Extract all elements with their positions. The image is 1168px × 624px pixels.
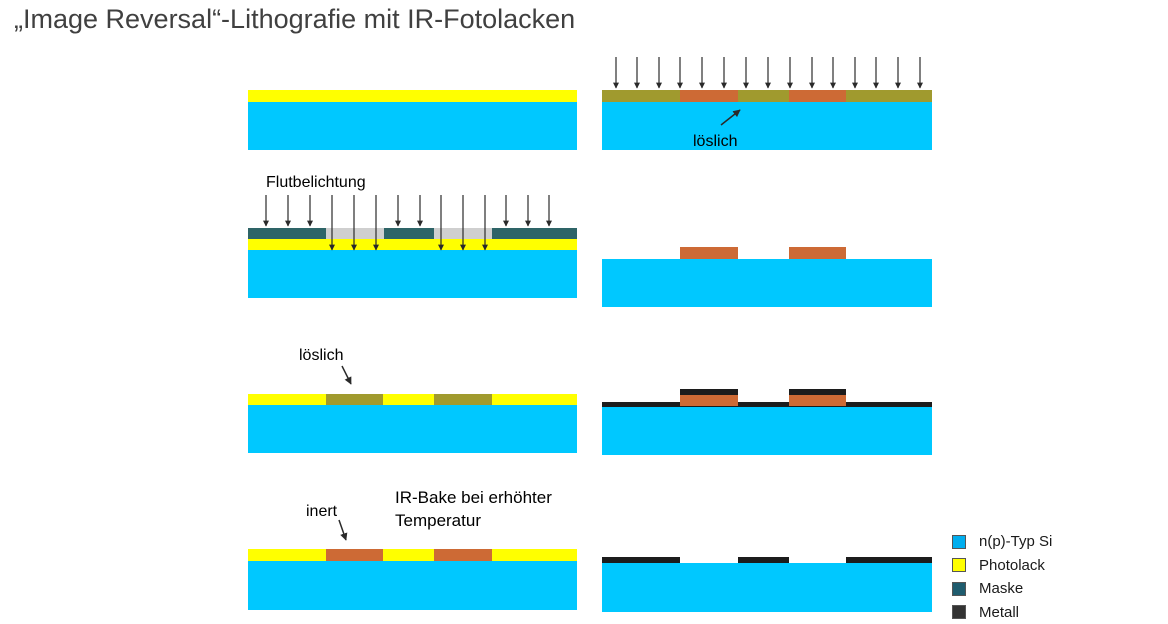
metall-cap — [680, 389, 738, 395]
step6-developed-wafer — [602, 247, 932, 307]
step4-baked-wafer — [248, 520, 577, 610]
step2-mask-exposure — [248, 195, 577, 298]
flood-arrows — [616, 57, 920, 88]
si-substrate — [248, 102, 577, 150]
si-swatch-icon — [952, 535, 966, 549]
loeslich-pointer — [342, 366, 351, 384]
si-substrate — [248, 561, 577, 610]
inert-label: inert — [306, 503, 337, 521]
photolack-layer — [248, 90, 577, 102]
inert-region — [680, 247, 738, 259]
legend-item-si: n(p)-Typ Si — [952, 530, 1052, 554]
photolack-layer — [248, 239, 577, 250]
metall-segment — [846, 557, 932, 563]
si-substrate — [248, 405, 577, 453]
legend-item-photolack: Photolack — [952, 554, 1052, 578]
inert-region — [326, 549, 383, 561]
legend-label: Maske — [979, 580, 1023, 597]
legend-item-metall: Metall — [952, 601, 1052, 624]
legend-label: Photolack — [979, 557, 1045, 574]
step8-liftoff-wafer — [602, 557, 932, 612]
exposed-region — [326, 394, 383, 405]
exposed-layer — [602, 90, 932, 102]
exposed-region — [434, 394, 492, 405]
metall-segment — [738, 557, 789, 563]
legend-label: Metall — [979, 604, 1019, 621]
inert-region — [680, 90, 738, 102]
si-substrate — [602, 102, 932, 150]
mask-segment — [248, 228, 326, 239]
si-substrate — [602, 563, 932, 612]
photolack-layer — [248, 394, 577, 405]
inert-pointer — [339, 520, 346, 540]
irbake-label-line2: Temperatur — [395, 511, 481, 531]
metall-swatch-icon — [952, 605, 966, 619]
irbake-label-line1: IR-Bake bei erhöhter — [395, 488, 552, 508]
metall-cap — [789, 389, 846, 395]
legend: n(p)-Typ Si Photolack Maske Metall — [952, 530, 1052, 624]
inert-region — [434, 549, 492, 561]
photolack-layer — [248, 549, 577, 561]
photolack-swatch-icon — [952, 558, 966, 572]
mask-segment — [384, 228, 434, 239]
si-substrate — [602, 406, 932, 455]
inert-region — [789, 395, 846, 406]
step3-exposed-wafer — [248, 366, 577, 453]
si-substrate — [248, 250, 577, 298]
inert-region — [789, 247, 846, 259]
si-substrate — [602, 259, 932, 307]
metall-layer — [602, 402, 932, 407]
mask-segment — [492, 228, 577, 239]
legend-item-maske: Maske — [952, 577, 1052, 601]
metall-segment — [602, 557, 680, 563]
maske-swatch-icon — [952, 582, 966, 596]
legend-label: n(p)-Typ Si — [979, 533, 1052, 550]
loeslich-label-top: löslich — [693, 133, 737, 151]
inert-region — [680, 395, 738, 406]
step7-metallized-wafer — [602, 389, 932, 455]
step1-coated-wafer — [248, 90, 577, 150]
flutbelichtung-label: Flutbelichtung — [266, 174, 366, 192]
loeslich-label-mid: löslich — [299, 347, 343, 365]
step5-flood-exposure — [602, 57, 932, 150]
inert-region — [789, 90, 846, 102]
